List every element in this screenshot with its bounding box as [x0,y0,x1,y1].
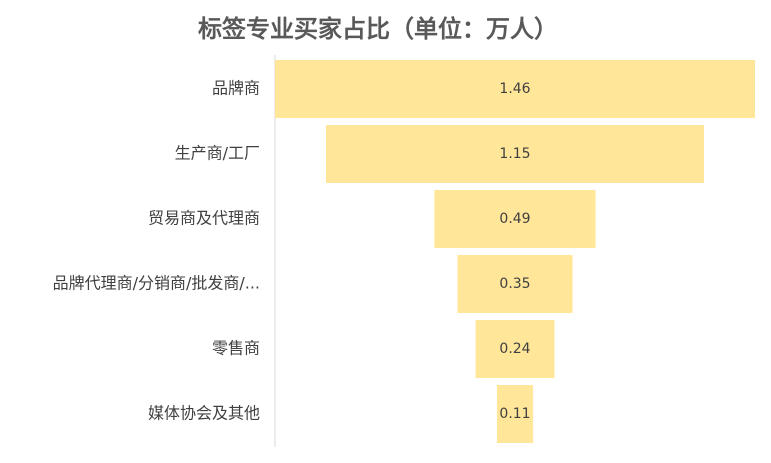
category-label: 媒体协会及其他 [148,404,260,423]
data-label: 0.49 [499,211,530,227]
funnel-bar [275,60,755,118]
category-label: 零售商 [212,339,260,358]
category-label: 生产商/工厂 [175,144,260,163]
chart-title: 标签专业买家占比（单位：万人） [198,15,558,43]
data-label: 1.15 [499,146,530,162]
data-label: 1.46 [499,81,530,97]
funnel-bar [475,320,555,378]
data-label: 0.24 [499,341,530,357]
category-label: 品牌商 [212,79,260,98]
funnel-bar [457,255,573,313]
data-label: 0.11 [499,406,530,422]
category-label: 贸易商及代理商 [148,209,260,228]
funnel-bar [325,125,705,183]
funnel-bar [434,190,596,248]
data-label: 0.35 [499,276,530,292]
funnel-bar [496,385,534,443]
category-label: 品牌代理商/分销商/批发商/... [53,274,260,293]
